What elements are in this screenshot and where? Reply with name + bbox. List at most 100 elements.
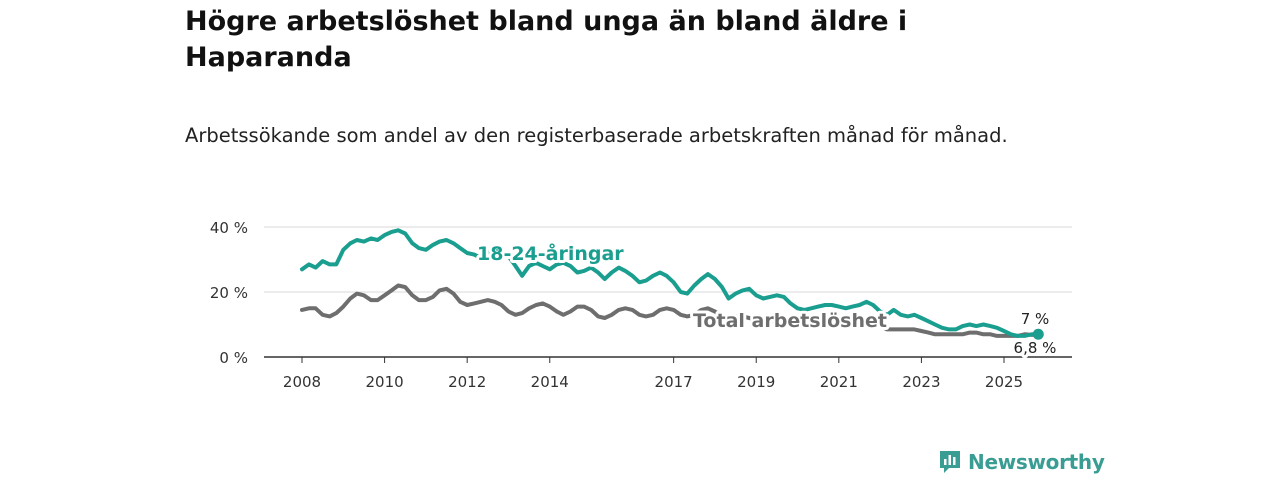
data-point xyxy=(321,314,324,316)
x-tick-label: 2019 xyxy=(737,373,775,391)
data-point xyxy=(638,281,641,284)
data-point xyxy=(872,323,874,326)
data-point xyxy=(652,275,654,277)
data-point xyxy=(920,317,923,319)
data-point xyxy=(397,229,400,232)
data-point xyxy=(452,292,455,295)
data-point xyxy=(480,301,482,303)
chart-title: Högre arbetslöshet bland unga än bland ä… xyxy=(185,6,908,73)
data-point xyxy=(727,297,730,300)
data-point xyxy=(776,294,778,297)
data-point xyxy=(892,328,895,331)
data-point xyxy=(913,314,916,316)
data-point xyxy=(342,305,345,308)
data-point xyxy=(411,294,414,297)
data-point xyxy=(796,307,799,310)
data-point xyxy=(707,307,709,310)
data-point xyxy=(776,320,778,323)
data-point xyxy=(590,266,592,269)
data-point xyxy=(610,271,613,274)
data-point xyxy=(741,289,744,292)
data-point xyxy=(466,252,469,254)
data-point xyxy=(1003,335,1005,337)
data-point xyxy=(617,309,620,311)
data-point xyxy=(810,320,812,323)
data-point xyxy=(425,249,427,251)
data-point xyxy=(356,239,358,241)
data-point xyxy=(755,318,757,321)
data-point xyxy=(968,323,971,326)
data-point xyxy=(892,309,895,311)
data-point xyxy=(1010,333,1012,336)
data-point xyxy=(762,297,765,300)
data-point xyxy=(301,309,303,311)
youth-end-label: 7 % xyxy=(1021,310,1050,328)
data-point xyxy=(989,325,992,327)
data-point xyxy=(1030,333,1033,336)
data-point xyxy=(507,310,510,313)
data-point xyxy=(968,331,971,334)
data-point xyxy=(528,265,530,267)
data-point xyxy=(390,289,393,292)
data-point xyxy=(494,301,496,303)
data-point xyxy=(514,314,517,316)
data-point xyxy=(445,239,448,241)
data-point xyxy=(549,305,551,308)
data-point xyxy=(934,323,936,326)
newsworthy-logo[interactable]: Newsworthy xyxy=(938,449,1105,475)
data-point xyxy=(487,299,489,301)
data-point xyxy=(473,253,476,256)
data-point xyxy=(824,320,826,323)
data-point xyxy=(314,266,317,269)
data-point xyxy=(383,294,386,297)
data-point xyxy=(858,322,861,324)
data-point xyxy=(569,310,572,313)
data-point xyxy=(597,315,599,318)
data-point xyxy=(927,320,930,323)
data-point xyxy=(576,305,579,308)
data-point xyxy=(487,252,489,254)
data-point xyxy=(831,304,833,306)
data-point xyxy=(328,315,331,318)
data-point xyxy=(700,309,703,311)
data-point xyxy=(583,305,585,308)
data-point xyxy=(900,314,902,316)
data-point xyxy=(686,292,689,295)
data-point xyxy=(954,328,957,331)
data-point xyxy=(624,270,627,272)
data-point xyxy=(521,275,523,277)
newsworthy-chart-icon xyxy=(940,451,960,473)
data-point xyxy=(459,301,462,303)
data-point xyxy=(652,314,654,316)
data-point xyxy=(500,249,503,251)
data-point xyxy=(576,271,579,274)
data-point xyxy=(370,299,372,301)
data-point xyxy=(714,310,716,313)
end-point-marker xyxy=(1032,328,1044,340)
data-point xyxy=(900,328,902,331)
data-point xyxy=(638,314,641,316)
data-point xyxy=(672,309,675,311)
data-point xyxy=(679,291,682,293)
data-point xyxy=(514,265,517,267)
data-point xyxy=(473,302,476,305)
youth-end-label-halo: 7 % xyxy=(1021,310,1050,328)
data-point xyxy=(817,320,819,323)
y-tick-label: 20 % xyxy=(210,284,248,302)
data-point xyxy=(452,242,455,245)
data-point xyxy=(845,307,847,310)
data-point xyxy=(927,331,930,334)
data-point xyxy=(617,266,620,269)
data-point xyxy=(603,278,606,280)
data-point xyxy=(363,294,365,297)
data-point xyxy=(879,325,881,327)
data-point xyxy=(335,263,338,266)
grid-lines xyxy=(264,226,1072,358)
x-tick-label: 2014 xyxy=(531,373,569,391)
data-point xyxy=(783,320,785,323)
data-point xyxy=(783,296,785,298)
data-point xyxy=(996,335,998,337)
x-tick-label: 2021 xyxy=(820,373,858,391)
data-point xyxy=(700,278,703,280)
